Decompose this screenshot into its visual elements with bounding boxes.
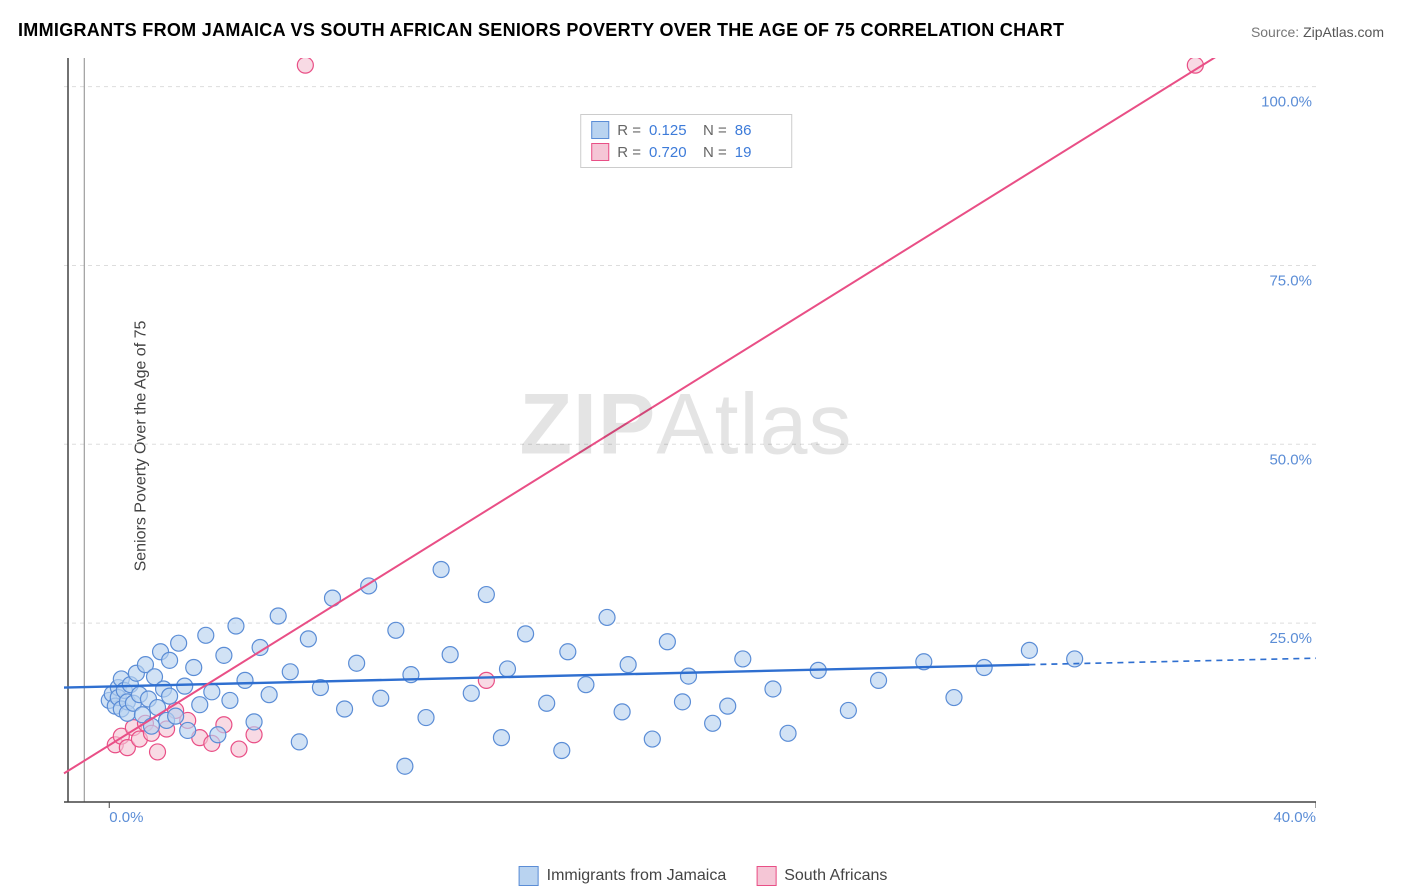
svg-text:75.0%: 75.0% (1269, 272, 1312, 289)
legend-label-south-africa: South Africans (784, 867, 887, 885)
legend-swatch-south-africa (591, 143, 609, 161)
correlation-legend: R = 0.125 N = 86 R = 0.720 N = 19 (580, 114, 792, 168)
svg-text:40.0%: 40.0% (1273, 809, 1316, 822)
r-label: R = (617, 144, 641, 161)
legend-item-jamaica: Immigrants from Jamaica (519, 866, 727, 886)
source-attribution: Source: ZipAtlas.com (1251, 24, 1384, 40)
r-value-jamaica: 0.125 (649, 122, 695, 139)
n-value-south-africa: 19 (735, 144, 781, 161)
chart-title: IMMIGRANTS FROM JAMAICA VS SOUTH AFRICAN… (18, 20, 1064, 41)
svg-text:0.0%: 0.0% (109, 809, 143, 822)
n-label: N = (703, 144, 727, 161)
svg-text:100.0%: 100.0% (1261, 94, 1312, 111)
legend-row-south-africa: R = 0.720 N = 19 (591, 141, 781, 163)
legend-item-south-africa: South Africans (756, 866, 887, 886)
scatter-plot-svg: 25.0% 50.0% 75.0% 100.0% 0.0% 40.0% (56, 58, 1316, 822)
legend-swatch-south-africa (756, 866, 776, 886)
n-label: N = (703, 122, 727, 139)
source-label: Source: (1251, 24, 1303, 40)
legend-swatch-jamaica (591, 121, 609, 139)
series-legend: Immigrants from Jamaica South Africans (519, 866, 888, 886)
n-value-jamaica: 86 (735, 122, 781, 139)
r-label: R = (617, 122, 641, 139)
source-value: ZipAtlas.com (1303, 24, 1384, 40)
legend-label-jamaica: Immigrants from Jamaica (547, 867, 727, 885)
r-value-south-africa: 0.720 (649, 144, 695, 161)
legend-row-jamaica: R = 0.125 N = 86 (591, 119, 781, 141)
chart-area: 25.0% 50.0% 75.0% 100.0% 0.0% 40.0% R = 0.125… (56, 58, 1316, 822)
svg-text:25.0%: 25.0% (1269, 630, 1312, 647)
legend-swatch-jamaica (519, 866, 539, 886)
svg-text:50.0%: 50.0% (1269, 451, 1312, 468)
